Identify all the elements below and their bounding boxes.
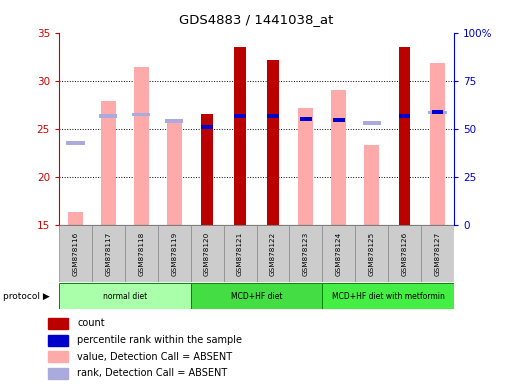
Bar — [100, 114, 117, 118]
Bar — [322, 225, 355, 282]
Text: GSM878117: GSM878117 — [105, 232, 111, 276]
Text: GSM878116: GSM878116 — [72, 232, 78, 276]
Bar — [202, 125, 213, 129]
Bar — [92, 225, 125, 282]
Bar — [256, 225, 289, 282]
Bar — [191, 283, 322, 309]
Bar — [289, 225, 322, 282]
Bar — [333, 118, 345, 122]
Bar — [101, 101, 116, 225]
Text: GSM878126: GSM878126 — [402, 232, 408, 276]
Bar — [191, 225, 224, 282]
Text: normal diet: normal diet — [103, 291, 147, 301]
Bar — [363, 121, 381, 124]
Text: GSM878118: GSM878118 — [139, 232, 144, 276]
Bar — [234, 114, 246, 118]
Bar — [202, 114, 213, 225]
Bar — [125, 225, 158, 282]
Text: GSM878121: GSM878121 — [237, 232, 243, 276]
Bar — [48, 334, 68, 346]
Text: GSM878127: GSM878127 — [435, 232, 441, 276]
Text: GSM878120: GSM878120 — [204, 232, 210, 276]
Bar — [48, 368, 68, 379]
Bar — [331, 90, 346, 225]
Bar — [66, 141, 85, 145]
Text: GSM878125: GSM878125 — [369, 232, 374, 276]
Bar — [132, 113, 150, 116]
Bar — [300, 117, 311, 121]
Bar — [388, 225, 421, 282]
Bar — [421, 225, 454, 282]
Bar — [48, 351, 68, 362]
Text: rank, Detection Call = ABSENT: rank, Detection Call = ABSENT — [77, 368, 228, 378]
Bar — [430, 63, 445, 225]
Bar — [364, 145, 379, 225]
Bar — [68, 212, 83, 225]
Text: GSM878122: GSM878122 — [270, 232, 276, 276]
Text: GDS4883 / 1441038_at: GDS4883 / 1441038_at — [180, 13, 333, 26]
Text: MCD+HF diet with metformin: MCD+HF diet with metformin — [332, 291, 445, 301]
Text: GSM878124: GSM878124 — [336, 232, 342, 276]
Bar — [399, 114, 410, 118]
Bar — [59, 283, 191, 309]
Bar — [428, 111, 447, 114]
Text: GSM878123: GSM878123 — [303, 232, 309, 276]
Bar — [399, 47, 410, 225]
Bar — [158, 225, 191, 282]
Bar — [322, 283, 454, 309]
Text: protocol ▶: protocol ▶ — [3, 291, 49, 301]
Bar — [267, 60, 279, 225]
Bar — [134, 67, 149, 225]
Text: value, Detection Call = ABSENT: value, Detection Call = ABSENT — [77, 352, 232, 362]
Bar — [48, 318, 68, 329]
Text: MCD+HF diet: MCD+HF diet — [231, 291, 282, 301]
Bar — [59, 225, 92, 282]
Text: percentile rank within the sample: percentile rank within the sample — [77, 335, 243, 345]
Bar — [267, 114, 279, 118]
Bar — [167, 120, 182, 225]
Text: count: count — [77, 318, 105, 328]
Bar — [234, 47, 246, 225]
Text: GSM878119: GSM878119 — [171, 232, 177, 276]
Bar — [355, 225, 388, 282]
Bar — [299, 109, 313, 225]
Bar — [432, 111, 443, 114]
Bar — [165, 119, 183, 122]
Bar — [224, 225, 256, 282]
